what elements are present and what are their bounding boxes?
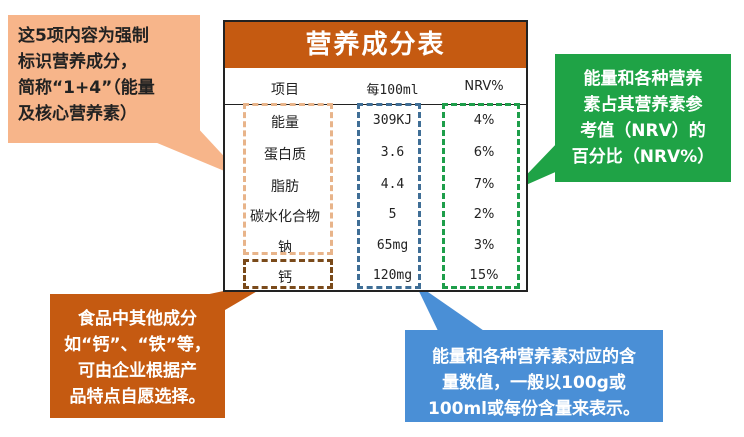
row-nrv: 2% — [473, 207, 495, 222]
header-amount: 每100ml — [366, 83, 419, 98]
row-item: 钙 — [278, 270, 292, 286]
callout-line: 量数值，一般以100g或 — [442, 373, 626, 393]
row-nrv: 6% — [473, 145, 495, 160]
callout-line: 及核心营养素） — [18, 104, 137, 124]
amount-column-frame — [357, 103, 421, 289]
row-amount: 120mg — [372, 268, 413, 283]
header-nrv: NRV% — [464, 79, 504, 94]
row-amount: 5 — [388, 207, 397, 222]
callout-line: 这5项内容为强制 — [18, 26, 149, 46]
callout-line: 百分比（NRV%） — [571, 147, 715, 167]
row-amount: 65mg — [376, 238, 409, 253]
row-nrv: 3% — [473, 238, 495, 253]
callout-line: 考值（NRV）的 — [580, 121, 706, 141]
row-amount: 309KJ — [372, 113, 413, 128]
callout-line: 食品中其他成分 — [78, 309, 197, 329]
row-item: 蛋白质 — [264, 147, 306, 163]
callout-amount-explanation: 能量和各种营养素对应的含 量数值，一般以100g或 100ml或每份含量来表示。 — [405, 330, 663, 422]
row-nrv: 15% — [469, 268, 499, 283]
callout-line: 100ml或每份含量来表示。 — [427, 399, 641, 419]
callout-mandatory-nutrients: 这5项内容为强制 标识营养成分， 简称“1+4”（能量 及核心营养素） — [8, 15, 200, 143]
callout-line: 素占其营养素参 — [583, 95, 703, 115]
row-item: 碳水化合物 — [250, 209, 320, 225]
callout-line: 品特点自愿选择。 — [69, 387, 206, 407]
header-item: 项目 — [271, 82, 299, 98]
calcium-frame — [243, 259, 333, 289]
callout-line: 标识营养成分， — [18, 52, 137, 72]
row-item: 能量 — [271, 115, 299, 131]
row-nrv: 4% — [473, 113, 495, 128]
callout-line: 能量和各种营养素对应的含 — [432, 347, 636, 367]
nrv-column-frame — [442, 103, 520, 289]
callout-line: 可由企业根据产 — [78, 361, 197, 381]
callout-line: 简称“1+4”（能量 — [18, 78, 155, 98]
table-title: 营养成分表 — [225, 22, 526, 68]
callout-optional-nutrients: 食品中其他成分 如“钙”、“铁”等， 可由企业根据产 品特点自愿选择。 — [50, 294, 225, 418]
row-nrv: 7% — [473, 177, 495, 192]
mandatory-items-frame — [243, 103, 333, 255]
callout-nrv-explanation: 能量和各种营养 素占其营养素参 考值（NRV）的 百分比（NRV%） — [555, 54, 731, 182]
row-amount: 4.4 — [380, 177, 405, 192]
row-amount: 3.6 — [380, 145, 405, 160]
pointer-bottom-right — [415, 283, 490, 335]
row-item: 脂肪 — [271, 179, 299, 195]
callout-line: 能量和各种营养 — [583, 69, 703, 89]
callout-line: 如“钙”、“铁”等， — [64, 335, 211, 355]
nutrition-table: 营养成分表 项目 每100ml NRV% 能量 309KJ 4% 蛋白质 3.6… — [223, 20, 528, 292]
